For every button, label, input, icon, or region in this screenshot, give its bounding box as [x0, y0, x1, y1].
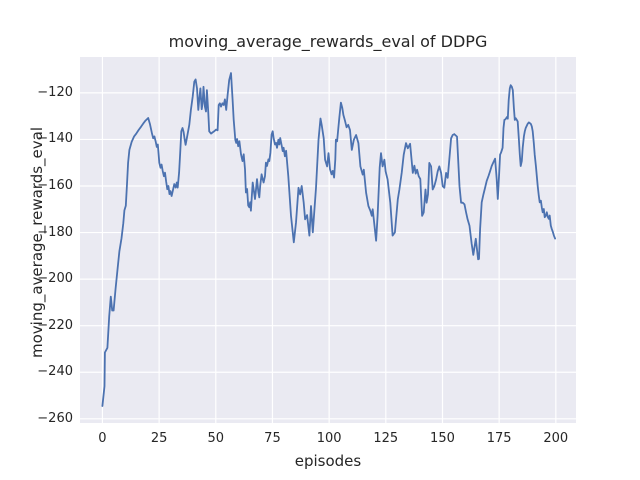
x-axis-label: episodes: [294, 452, 362, 470]
y-axis-label: moving_average_rewards_eval: [28, 127, 46, 358]
x-tick-label: 175: [486, 431, 512, 446]
y-tick-label: −120: [37, 84, 73, 100]
y-tick-label: −220: [37, 317, 73, 333]
y-tick-label: −180: [37, 224, 73, 240]
x-tick-label: 200: [543, 431, 569, 446]
x-tick-label: 25: [150, 431, 168, 446]
x-tick-label: 0: [98, 431, 107, 446]
series-line: [101, 72, 556, 407]
y-tick-label: −260: [37, 410, 73, 426]
y-tick-label: −200: [37, 271, 73, 287]
x-tick-label: 125: [373, 431, 399, 446]
chart-title: moving_average_rewards_eval of DDPG: [168, 32, 488, 51]
x-tick-label: 50: [207, 431, 225, 446]
y-tick-label: −140: [37, 131, 73, 147]
x-tick-label: 75: [264, 431, 281, 446]
y-tick-label: −240: [37, 364, 73, 380]
plot-area: [80, 57, 576, 423]
y-tick-label: −160: [37, 177, 73, 193]
x-tick-label: 150: [430, 431, 455, 446]
x-tick-label: 100: [316, 431, 342, 446]
